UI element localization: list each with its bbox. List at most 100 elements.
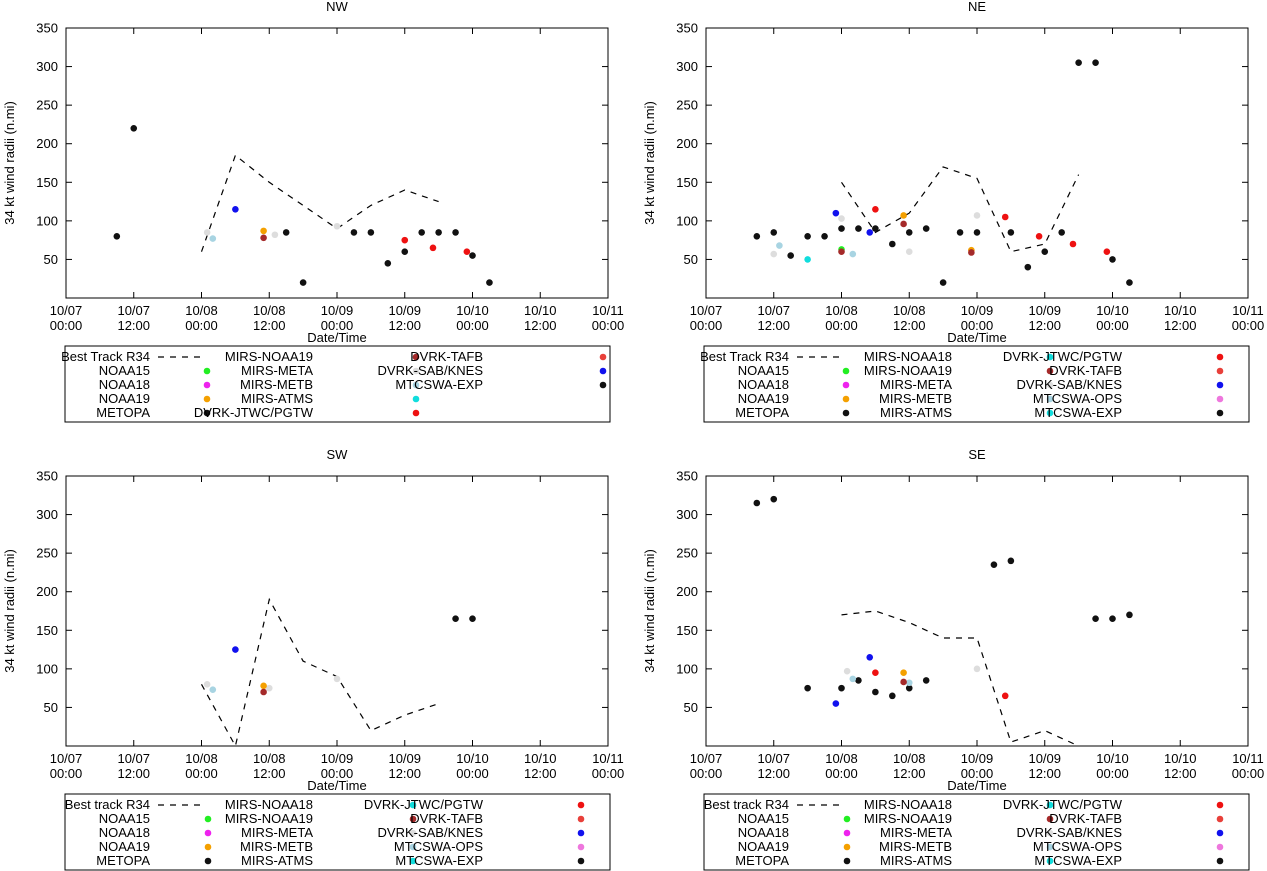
data-point: [469, 252, 476, 259]
data-point: [429, 244, 437, 252]
data-point: [401, 236, 409, 244]
legend-dot-swatch: [1216, 843, 1224, 851]
data-point: [1001, 213, 1009, 221]
legend-label: NOAA15: [738, 811, 789, 826]
data-point: [1126, 279, 1133, 286]
x-tick-label: 10/10: [1164, 751, 1197, 766]
legend-dot-swatch: [843, 829, 851, 837]
data-point: [849, 675, 857, 683]
y-tick-label: 150: [676, 623, 698, 638]
y-tick-label: 250: [676, 98, 698, 113]
x-axis-label: Date/Time: [307, 778, 366, 793]
legend-label: NOAA15: [99, 363, 150, 378]
x-tick-label: 10/08: [253, 751, 286, 766]
legend-label: DVRK-JTWC/PGTW: [1003, 349, 1123, 364]
legend-label: DVRK-TAFB: [1049, 363, 1122, 378]
x-tick-label: 12:00: [388, 766, 421, 781]
plot-frame: [65, 27, 609, 299]
x-tick-label: 10/10: [1096, 303, 1129, 318]
legend-label: DVRK-TAFB: [410, 811, 483, 826]
legend-dot-swatch: [599, 353, 607, 361]
data-point: [418, 229, 425, 236]
x-tick-label: 10/09: [1028, 751, 1061, 766]
y-tick-label: 50: [44, 700, 58, 715]
x-tick-label: 00:00: [1232, 766, 1265, 781]
data-point: [855, 677, 862, 684]
panel-se: SE5010015020025030035010/0700:0010/0712:…: [642, 447, 1265, 871]
x-tick-label: 10/08: [893, 303, 926, 318]
data-point: [832, 700, 840, 707]
y-tick-label: 350: [36, 21, 58, 36]
x-tick-label: 10/11: [1232, 303, 1264, 318]
legend-dot-swatch: [412, 409, 420, 417]
data-point: [130, 124, 138, 132]
legend-dot-swatch: [203, 409, 211, 417]
legend-label: MIRS-NOAA18: [864, 349, 952, 364]
legend-dot-swatch: [203, 381, 211, 389]
legend-label: DVRK-SAB/KNES: [1017, 825, 1123, 840]
legend-label: NOAA18: [738, 377, 789, 392]
legend-dot-swatch: [1046, 815, 1054, 823]
x-tick-label: 00:00: [592, 318, 625, 333]
plot-frame: [705, 27, 1249, 299]
legend-label: MTCSWA-EXP: [395, 377, 483, 392]
legend-dot-swatch: [1216, 395, 1224, 403]
y-tick-label: 300: [36, 59, 58, 74]
legend-dot-swatch: [1216, 409, 1224, 417]
data-point: [872, 205, 879, 213]
x-tick-label: 00:00: [185, 318, 218, 333]
y-axis-label: 34 kt wind radii (n.mi): [642, 101, 657, 225]
data-point: [900, 669, 907, 677]
data-point: [804, 256, 811, 263]
x-tick-label: 12:00: [253, 766, 286, 781]
data-point: [1109, 615, 1116, 623]
legend-dot-swatch: [1046, 395, 1054, 403]
x-tick-label: 10/08: [253, 303, 286, 318]
data-point: [1007, 229, 1015, 236]
y-tick-label: 100: [676, 213, 698, 228]
legend-label: DVRK-SAB/KNES: [1017, 377, 1123, 392]
legend-dot-swatch: [204, 857, 212, 865]
data-point: [1024, 263, 1032, 271]
x-tick-label: 10/07: [117, 303, 150, 318]
x-tick-label: 10/10: [1096, 751, 1129, 766]
y-tick-label: 100: [36, 213, 58, 228]
data-point: [889, 240, 896, 248]
data-point: [1075, 59, 1082, 67]
legend-dot-swatch: [843, 843, 851, 851]
legend-label: MIRS-META: [880, 825, 952, 840]
legend-dot-swatch: [409, 829, 417, 837]
x-tick-label: 10/11: [592, 751, 624, 766]
x-tick-label: 10/07: [757, 751, 790, 766]
legend-dot-swatch: [1216, 857, 1224, 865]
legend-label: MIRS-NOAA18: [225, 797, 313, 812]
legend-dot-swatch: [204, 843, 212, 851]
data-point: [872, 688, 879, 696]
data-point: [452, 615, 459, 623]
x-tick-label: 10/10: [1164, 303, 1197, 318]
plot-frame: [705, 475, 1249, 747]
data-point: [452, 229, 459, 236]
data-point: [900, 220, 907, 228]
data-point: [753, 499, 761, 507]
legend-label: MIRS-NOAA19: [225, 811, 313, 826]
x-tick-label: 00:00: [825, 766, 858, 781]
legend-dot-swatch: [409, 815, 417, 823]
legend-dot-swatch: [1046, 843, 1054, 851]
legend-dot-swatch: [842, 367, 850, 375]
x-tick-label: 10/09: [961, 751, 994, 766]
legend-box: [703, 345, 1250, 423]
x-tick-label: 00:00: [1096, 318, 1129, 333]
y-tick-label: 300: [676, 507, 698, 522]
legend-dot-swatch: [842, 409, 850, 417]
x-tick-label: 12:00: [117, 766, 150, 781]
best-track-line: [200, 154, 439, 252]
data-point: [260, 688, 267, 696]
legend-label: NOAA18: [99, 825, 150, 840]
data-point: [350, 229, 358, 236]
y-axis-label: 34 kt wind radii (n.mi): [642, 549, 657, 673]
legend-dot-swatch: [204, 829, 212, 837]
x-tick-label: 12:00: [524, 766, 557, 781]
x-tick-label: 10/09: [1028, 303, 1061, 318]
x-tick-label: 10/07: [757, 303, 790, 318]
